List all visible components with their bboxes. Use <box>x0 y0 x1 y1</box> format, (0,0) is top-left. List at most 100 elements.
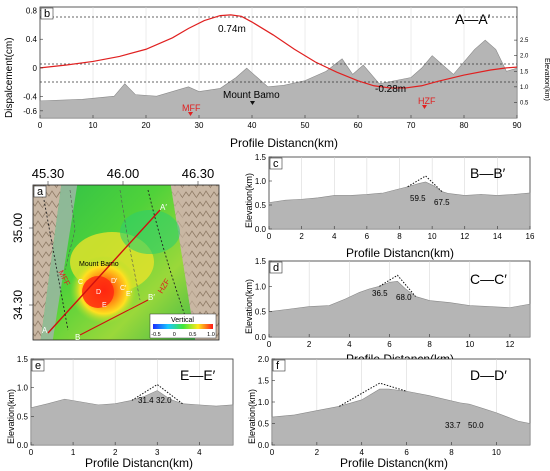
mount-bamo-label: Mount Bamo <box>223 90 280 101</box>
map-label-c: C <box>78 279 83 286</box>
panel-e-ylabel: Elevation(km) <box>6 389 16 444</box>
panel-e-ticks: 0 1 2 3 4 0.0 0.5 1.0 1.5 <box>17 355 202 457</box>
panel-b-ylabel-right: Elevation(km) <box>543 58 550 101</box>
x-tick-label: 10 <box>465 340 474 349</box>
panel-a-letter: a <box>37 186 44 198</box>
panel-c-letter: c <box>273 158 279 170</box>
y-tick-label: 1.0 <box>255 177 267 186</box>
x-tick-label: 6 <box>365 232 370 241</box>
panel-f-letter: f <box>276 360 280 372</box>
x-tick-label: 4 <box>197 448 202 457</box>
panel-c-ticks: 0 2 4 6 8 10 12 14 16 0.0 0.5 1.0 1.5 <box>255 153 535 241</box>
panel-f-ylabel: Elevation(km) <box>247 389 257 444</box>
panel-c-xlabel: Profile Distancn(km) <box>346 246 454 260</box>
panel-d-angle-left: 36.5 <box>372 289 388 298</box>
panel-f-angle-right: 50.0 <box>468 421 484 430</box>
y-tick-label: 0.5 <box>255 201 267 210</box>
y-tick-label: 1.5 <box>17 355 29 364</box>
y-right-tick-label: 2.5 <box>520 38 529 44</box>
map-label-a: A <box>42 326 48 335</box>
panel-d-letter: d <box>273 262 279 274</box>
x-tick-label: 6 <box>387 340 392 349</box>
mount-bamo-marker <box>250 101 255 105</box>
panel-c: 0 2 4 6 8 10 12 14 16 0.0 0.5 1.0 1.5 c B—B′ 59.5 67… <box>244 153 535 260</box>
y-tick-label: 0.8 <box>26 7 38 16</box>
panel-e-angle-left: 31.4 <box>138 396 154 405</box>
y-tick-label: -0.6 <box>23 107 37 116</box>
panel-e-angle-marks <box>131 383 183 405</box>
colorbar: Vertical -0.5 0 0.5 1.0 <box>149 313 217 339</box>
elevation-area-cc <box>268 280 531 338</box>
elevation-area-dd <box>271 388 531 446</box>
angle-mark <box>131 383 183 405</box>
angle-mark <box>407 175 443 192</box>
panel-b-ylabel: Dispalcement(cm) <box>4 37 15 118</box>
panel-f-title: D—D′ <box>470 367 507 383</box>
hzf-label: HZF <box>418 96 436 106</box>
panel-e-title: E—E′ <box>180 367 216 383</box>
y-tick-label: -0.4 <box>23 93 37 102</box>
panel-d-ylabel: Elevation(km) <box>244 279 254 334</box>
panel-e-letter: e <box>35 360 41 372</box>
y-tick-label: 0.4 <box>26 35 38 44</box>
panel-b: 0 10 20 30 40 50 60 70 80 90 0.8 0.4 0 -0.4 -0.6 0.5 1.0… <box>4 7 550 150</box>
colorbar-tick-label: 1.0 <box>207 332 215 338</box>
x-tick-label: 30 <box>195 121 204 130</box>
x-tick-label: 90 <box>513 121 522 130</box>
y-tick-label: 0.5 <box>17 412 29 421</box>
map-x-tick-label: 45.30 <box>32 166 65 181</box>
y-tick-label: 2.0 <box>258 355 270 364</box>
x-tick-label: 2 <box>113 448 118 457</box>
map-label-b-prime: B′ <box>148 293 155 302</box>
elevation-area-bb <box>268 181 531 230</box>
panel-b-ticks: 0 10 20 30 40 50 60 70 80 90 0.8 0.4 0 -0.4 -0.6 0.5 1.0… <box>23 7 529 130</box>
angle-mark <box>379 274 416 297</box>
map-x-tick-label: 46.00 <box>107 166 140 181</box>
x-tick-label: 8 <box>427 340 432 349</box>
y-tick-label: 1.5 <box>255 153 267 162</box>
y-right-tick-label: 1.0 <box>520 85 529 91</box>
y-tick-label: 1.5 <box>258 377 270 386</box>
angle-mark <box>339 382 407 407</box>
x-tick-label: 8 <box>397 232 402 241</box>
min-annotation: -0.28m <box>375 84 406 95</box>
panel-e-angle-right: 32.0 <box>156 396 172 405</box>
panel-f: 0 2 4 6 8 100.00.51.01.52.0 f D—D′ 33.7 50.0 … <box>247 355 531 470</box>
profile-line-bb <box>79 299 149 336</box>
panel-f-angle-marks <box>339 382 407 407</box>
x-tick-label: 1 <box>71 448 76 457</box>
y-tick-label: 0 <box>33 64 38 73</box>
panel-d-ticks: 0 2 4 6 8 10 12 0.0 0.5 1.0 1.5 <box>255 257 515 349</box>
x-tick-label: 10 <box>428 232 437 241</box>
panel-c-angle-marks <box>407 175 443 192</box>
x-tick-label: 16 <box>526 232 535 241</box>
panel-b-letter: b <box>44 8 50 20</box>
panel-f-xlabel: Profile Distancn(km) <box>340 456 448 470</box>
y-right-tick-label: 1.5 <box>520 69 529 75</box>
panel-d-title: C—C′ <box>470 271 507 287</box>
x-tick-label: 8 <box>449 448 454 457</box>
panel-c-title: B—B′ <box>470 165 506 181</box>
x-tick-label: 40 <box>248 121 257 130</box>
colorbar-ticks: -0.5 0 0.5 1.0 <box>151 332 215 338</box>
map-y-tick-label: 34.30 <box>11 290 25 320</box>
y-tick-label: 1.0 <box>258 398 270 407</box>
panel-c-ylabel: Elevation(km) <box>244 173 254 228</box>
x-tick-label: 4 <box>332 232 337 241</box>
map-label-mount-bamo: Mount Bamo <box>79 261 119 268</box>
fault-mff <box>43 199 69 331</box>
panel-a-ticks: 45.30 46.00 46.30 35.00 34.30 <box>11 166 214 320</box>
panel-f-angle-left: 33.7 <box>445 421 461 430</box>
panel-d-angle-right: 68.0 <box>396 293 412 302</box>
colorbar-title: Vertical <box>171 317 194 324</box>
y-tick-label: 1.0 <box>17 384 29 393</box>
colorbar-tick-label: 0 <box>173 332 176 338</box>
map-label-c-prime: C′ <box>120 285 127 292</box>
x-tick-label: 14 <box>493 232 502 241</box>
hzf-marker <box>422 105 427 109</box>
y-right-tick-label: 0.5 <box>520 100 529 106</box>
x-tick-label: 12 <box>505 340 514 349</box>
x-tick-label: 6 <box>404 448 409 457</box>
